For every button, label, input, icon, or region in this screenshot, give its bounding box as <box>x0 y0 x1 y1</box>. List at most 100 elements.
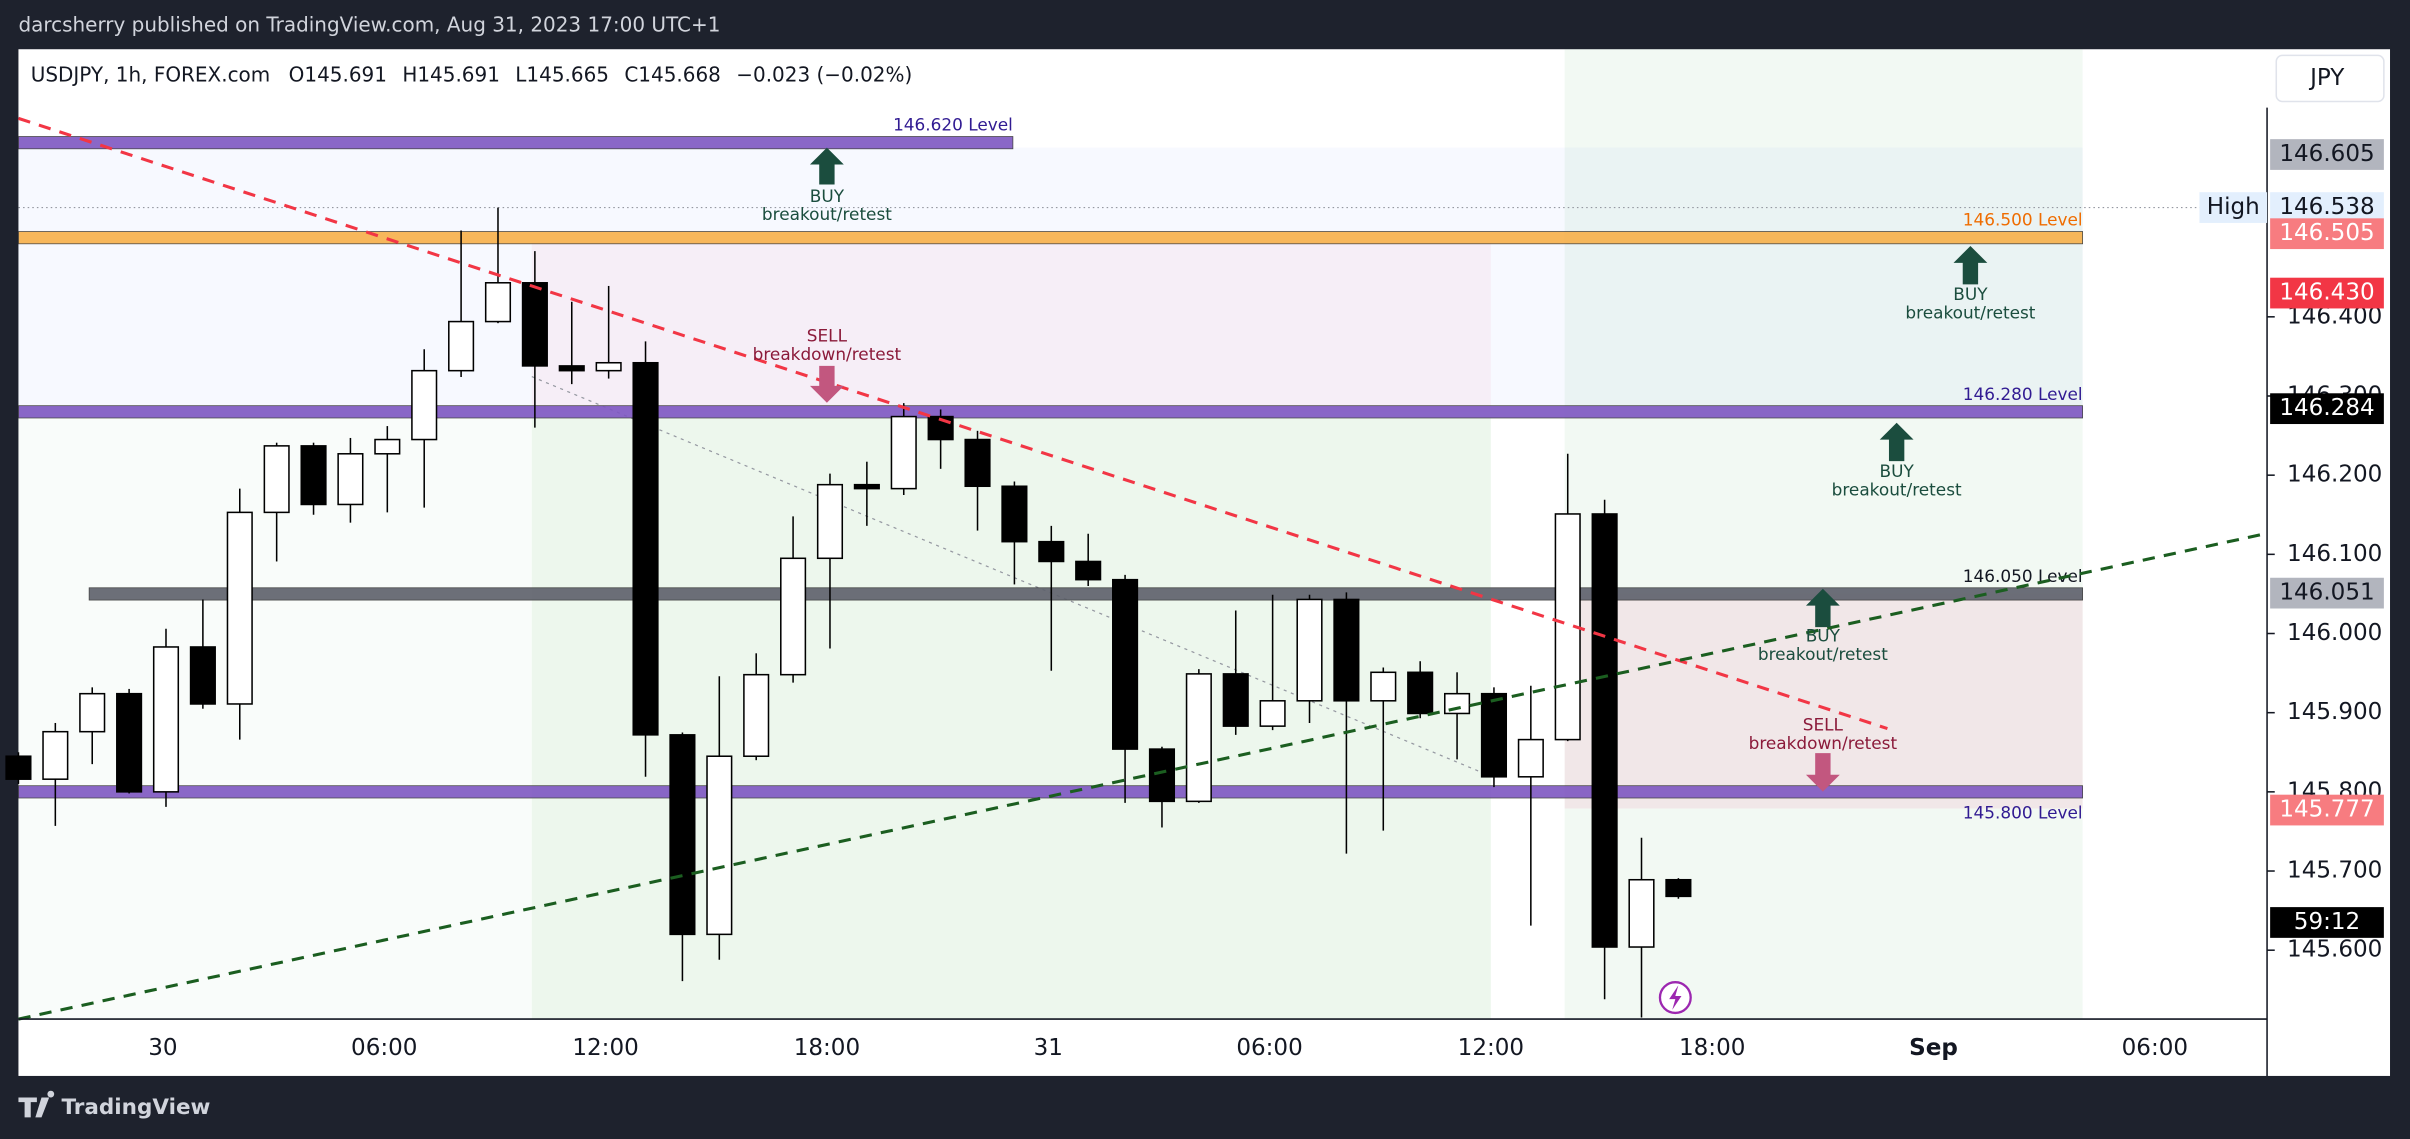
zones <box>18 49 2083 1020</box>
candle-body <box>1259 700 1286 727</box>
candle-body <box>1370 671 1397 702</box>
high-box <box>2199 192 2268 223</box>
candle-body <box>1222 673 1249 727</box>
price-label: 146.051 <box>2279 580 2374 606</box>
price-label-box <box>2270 794 2384 826</box>
level-label: 146.620 Level <box>893 115 1013 135</box>
x-tick-label: 12:00 <box>572 1035 638 1061</box>
price-label: 146.505 <box>2279 220 2374 246</box>
level-label: 145.800 Level <box>1963 802 2083 822</box>
price-label-box <box>2270 393 2384 425</box>
x-tick-label: Sep <box>1909 1035 1958 1061</box>
currency: JPY <box>2308 65 2345 91</box>
candle-body <box>116 692 143 793</box>
candle-body <box>1665 878 1692 898</box>
x-tick-label: 06:00 <box>1236 1035 1302 1061</box>
annotation-action: SELL <box>1803 715 1844 735</box>
candle-body <box>300 445 327 506</box>
candle-body <box>1333 598 1360 702</box>
level-label: 146.500 Level <box>1963 210 2083 230</box>
x-tick-label: 06:00 <box>2122 1035 2188 1061</box>
annotation-note: breakdown/retest <box>753 344 902 364</box>
candle-body <box>1038 540 1065 563</box>
high-marker: High <box>2207 194 2260 220</box>
candle-body <box>1517 738 1544 778</box>
legend-close: C145.668 <box>624 62 721 86</box>
legend-high: H145.691 <box>402 62 500 86</box>
price-label: 146.284 <box>2279 395 2374 421</box>
level-band <box>88 587 2084 601</box>
candle-body <box>189 646 216 705</box>
legend-open: O145.691 <box>289 62 387 86</box>
price-label: 145.777 <box>2279 797 2374 823</box>
currency-button[interactable] <box>2275 54 2385 103</box>
arrow <box>1879 422 1914 462</box>
price-label-box <box>2270 907 2384 938</box>
candle-body <box>484 282 512 323</box>
chart-area <box>18 49 2391 1076</box>
arrow <box>1805 588 1840 628</box>
y-tick-label: 145.900 <box>2287 699 2382 725</box>
support-trendline <box>18 531 2268 1021</box>
arrow <box>809 365 844 403</box>
price-label: 146.538 <box>2279 194 2374 220</box>
candle-body <box>1001 485 1028 543</box>
zone <box>18 147 2083 419</box>
brand-logo <box>18 1090 55 1118</box>
x-tick-label: 18:00 <box>794 1035 860 1061</box>
y-tick-label: 146.000 <box>2287 620 2382 646</box>
candle-body <box>1185 673 1212 803</box>
level-label: 146.280 Level <box>1963 384 2083 404</box>
legend-change: −0.023 (−0.02%) <box>736 62 912 86</box>
legend: USDJPY, 1h, FOREX.com O145.691 H145.691 L14… <box>31 62 913 86</box>
arrow <box>1953 245 1988 285</box>
candle-body <box>816 483 844 560</box>
price-label-box <box>2270 192 2384 223</box>
y-tick-label: 146.100 <box>2287 541 2382 567</box>
candle-body <box>263 445 290 514</box>
candle-body <box>780 557 807 676</box>
price-label: 59:12 <box>2294 909 2360 935</box>
x-tick-label: 12:00 <box>1458 1035 1524 1061</box>
candle-body <box>1112 578 1139 750</box>
level-label: 146.050 Level <box>1963 566 2083 586</box>
candle-body <box>337 453 364 506</box>
candle-body <box>1480 692 1508 778</box>
candle-body <box>743 673 770 757</box>
candle-body <box>595 361 622 372</box>
x-tick-label: 30 <box>148 1035 177 1061</box>
symbol: USDJPY, 1h, FOREX.com <box>31 62 270 86</box>
candle-body <box>521 282 548 367</box>
candle-body <box>890 415 917 490</box>
annotation-note: breakout/retest <box>1832 479 1962 499</box>
levels: 146.620 Level 146.500 Level 146.280 Level 1… <box>18 115 2084 822</box>
level-band <box>18 136 1014 150</box>
level-band <box>18 231 2084 245</box>
price-label-box <box>2270 277 2384 309</box>
annotations: BUYbreakout/retestSELLbreakdown/retestBU… <box>753 147 2036 792</box>
brand: TradingView <box>61 1095 210 1120</box>
y-tick-label: 145.700 <box>2287 858 2382 884</box>
price-label: 146.430 <box>2279 280 2374 306</box>
annotation-note: breakout/retest <box>762 204 892 224</box>
candle-body <box>558 365 585 372</box>
resistance-trendline <box>17 116 1888 731</box>
x-tick-label: 18:00 <box>1679 1035 1745 1061</box>
annotation-action: BUY <box>810 186 845 206</box>
annotation-action: BUY <box>1880 461 1915 481</box>
candle-body <box>374 438 401 455</box>
price-label-box <box>2270 218 2384 250</box>
candle-body <box>1148 748 1176 803</box>
candle-body <box>964 438 991 488</box>
candle-body <box>1075 560 1102 581</box>
candle-body <box>42 730 69 780</box>
candle-body <box>226 511 253 705</box>
candle-body <box>1296 598 1323 702</box>
candle-body <box>152 646 180 793</box>
candle-body <box>1628 878 1655 948</box>
price-label: 146.605 <box>2279 141 2374 167</box>
annotation-note: breakout/retest <box>1758 644 1888 664</box>
candle-body <box>853 483 880 490</box>
